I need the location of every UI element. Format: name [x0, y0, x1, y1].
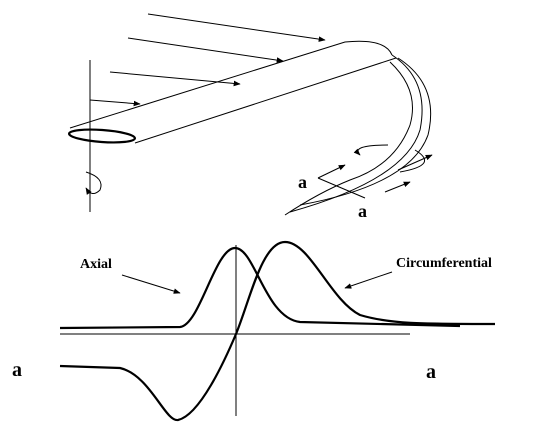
wing-sketch [69, 14, 432, 215]
label: Circumferential [396, 256, 492, 271]
label: Axial [80, 257, 112, 272]
label: a [298, 172, 307, 192]
label: a [358, 201, 367, 221]
diagram: a a Axial Circumferential a a [0, 0, 544, 424]
label: a [12, 359, 22, 381]
label: a [426, 361, 436, 383]
